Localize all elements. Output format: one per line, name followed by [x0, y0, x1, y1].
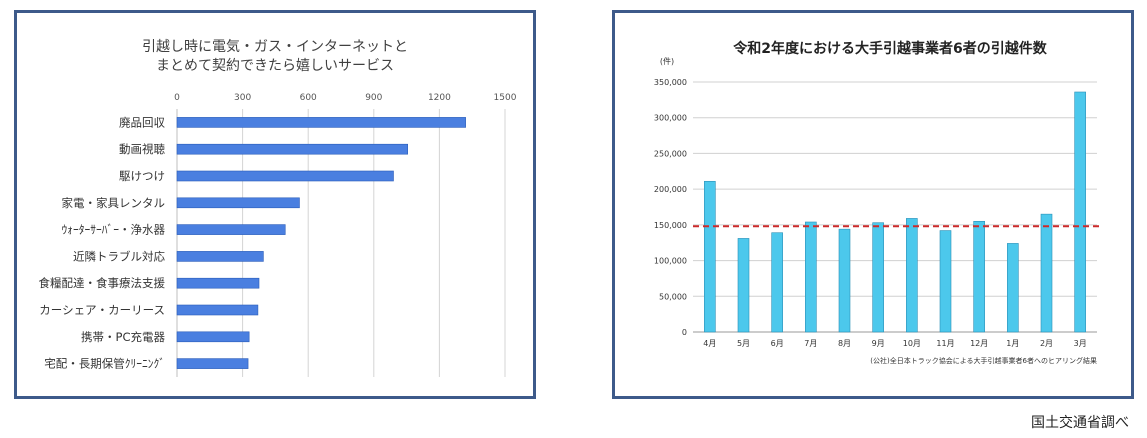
bar: [805, 221, 817, 333]
services-bar-chart: 引越し時に電気・ガス・インターネットと まとめて契約できたら嬉しいサービス 0 3…: [39, 39, 517, 377]
bar: [1040, 213, 1053, 333]
month-label: 5月: [737, 339, 750, 348]
x-tick-label: 1500: [494, 93, 517, 103]
y-tick-label: 100,000: [654, 257, 687, 266]
bar: [176, 143, 408, 155]
bar: [704, 180, 716, 333]
y-tick-label: 0: [682, 328, 687, 337]
y-tick-label: 300,000: [654, 114, 687, 123]
y-tick-label: 200,000: [654, 185, 687, 194]
bar: [1074, 91, 1086, 333]
x-tick-label: 600: [300, 93, 317, 103]
category-label: 食糧配達・食事療法支援: [39, 276, 166, 290]
month-label: 4月: [703, 339, 716, 348]
moving-count-bar-chart: 令和2年度における大手引越事業者6者の引越件数 (件) 0 50,000 100,0…: [654, 40, 1103, 365]
y-axis-unit: (件): [660, 56, 674, 66]
y-tick-label: 150,000: [654, 221, 687, 230]
bar: [872, 222, 884, 333]
month-label: 11月: [936, 339, 954, 348]
category-label: 家電・家具レンタル: [62, 196, 166, 210]
bar: [906, 218, 918, 333]
category-label: 廃品回収: [119, 115, 165, 129]
bar: [973, 220, 985, 333]
month-label: 3月: [1074, 339, 1087, 348]
month-label: 1月: [1006, 339, 1019, 348]
month-label: 9月: [872, 339, 885, 348]
category-label: 動画視聴: [119, 142, 165, 156]
bar: [176, 170, 394, 182]
month-label: 10月: [903, 339, 921, 348]
category-label: 携帯・PC充電器: [81, 330, 165, 344]
category-label: 近隣トラブル対応: [73, 249, 165, 263]
x-tick-label: 0: [174, 93, 180, 103]
month-label: 6月: [771, 339, 784, 348]
x-tick-label: 300: [234, 93, 251, 103]
bar: [176, 224, 286, 235]
bar: [176, 117, 466, 128]
right-chart-panel: 令和2年度における大手引越事業者6者の引越件数 (件) 0 50,000 100,0…: [612, 10, 1134, 399]
right-chart-footnote: (公社)全日本トラック協会による大手引越事業者6者へのヒアリング結果: [870, 356, 1097, 365]
right-chart-title: 令和2年度における大手引越事業者6者の引越件数: [732, 40, 1047, 57]
bar: [838, 228, 851, 333]
month-label: 7月: [804, 339, 817, 348]
category-label: ｳｫｰﾀｰｻｰﾊﾞｰ・浄水器: [62, 223, 166, 237]
left-chart-title-line1: 引越し時に電気・ガス・インターネットと: [142, 39, 408, 55]
x-tick-label: 1200: [428, 93, 451, 103]
x-tick-label: 900: [365, 93, 382, 103]
left-chart-title-line2: まとめて契約できたら嬉しいサービス: [156, 58, 394, 74]
y-tick-label: 350,000: [654, 78, 687, 87]
source-note: 国土交通省調べ: [1031, 415, 1129, 431]
bar: [176, 277, 260, 289]
y-tick-label: 50,000: [659, 292, 687, 301]
month-label: 12月: [970, 339, 988, 348]
bar: [176, 358, 249, 369]
category-label: 宅配・長期保管ｸﾘｰﾆﾝｸﾞ: [44, 357, 165, 371]
category-label: カーシェア・カーリース: [39, 303, 165, 317]
bar: [176, 251, 264, 262]
bar: [1007, 243, 1019, 333]
bar: [771, 232, 783, 333]
y-tick-label: 250,000: [654, 149, 687, 158]
bar: [176, 197, 300, 209]
left-chart-panel: 引越し時に電気・ガス・インターネットと まとめて契約できたら嬉しいサービス 0 3…: [14, 10, 536, 399]
bar: [176, 304, 259, 316]
bar: [176, 331, 250, 343]
month-label: 8月: [838, 339, 851, 348]
bar: [737, 238, 750, 333]
bar: [939, 230, 952, 333]
month-label: 2月: [1040, 339, 1053, 348]
category-label: 駆けつけ: [119, 169, 165, 183]
